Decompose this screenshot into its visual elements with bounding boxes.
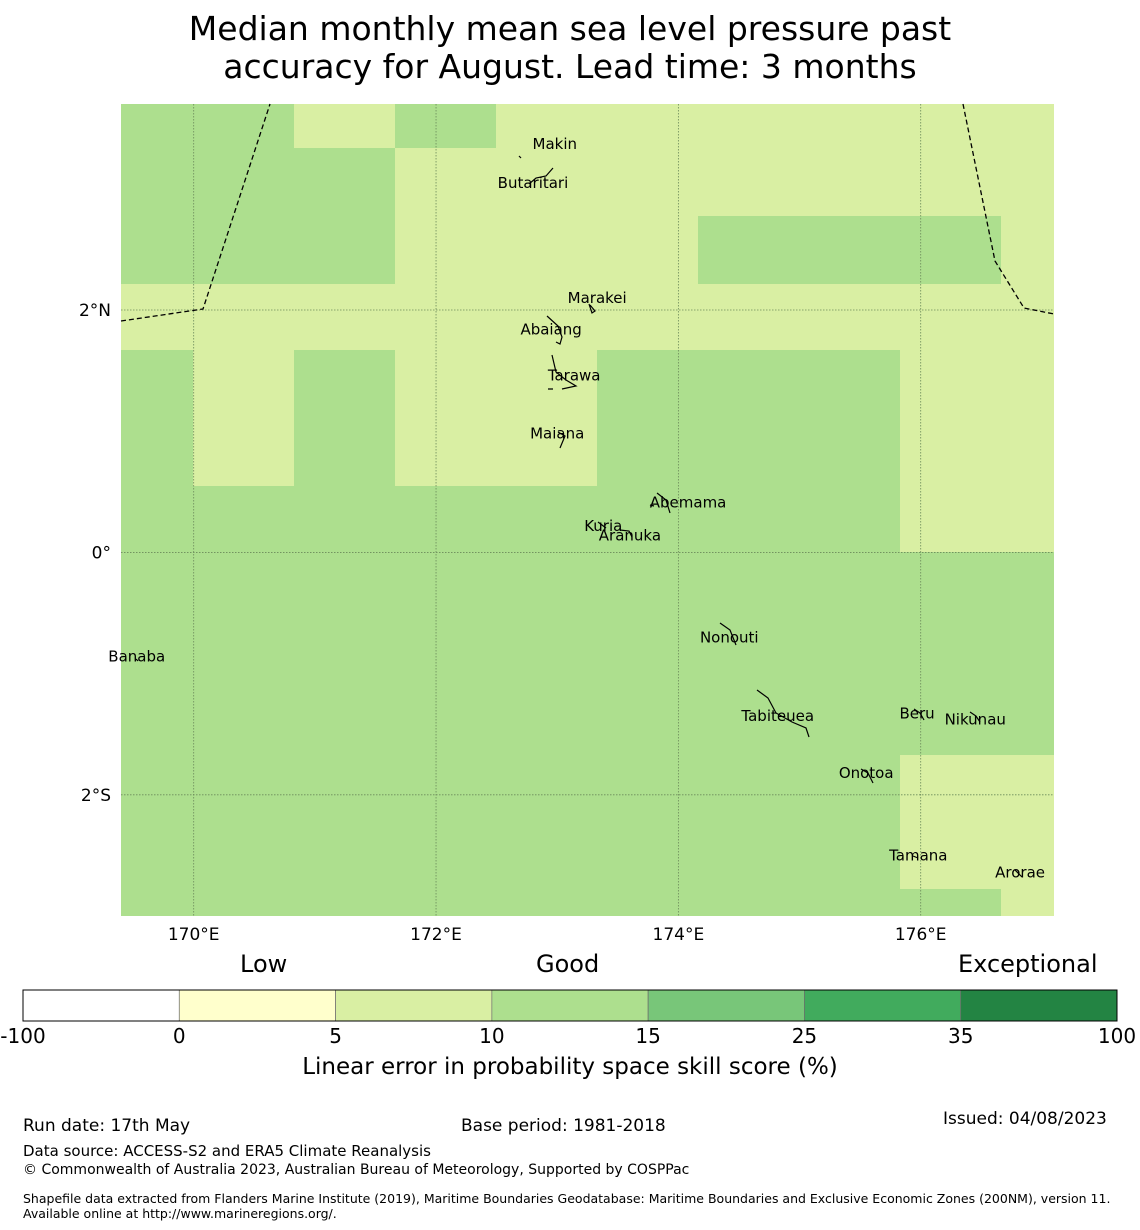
grid-cell: [395, 148, 698, 284]
category-exceptional: Exceptional: [958, 950, 1098, 978]
island-outline: [135, 658, 139, 662]
issued-date: Issued: 04/08/2023: [943, 1109, 1107, 1129]
skill-grid: [121, 104, 1054, 916]
island-label: Kuria: [584, 517, 622, 535]
island-label: Tarawa: [547, 366, 601, 384]
chart-title: Median monthly mean sea level pressure p…: [0, 10, 1140, 86]
colorbar-tick-label: 15: [635, 1024, 661, 1048]
island-label: Makin: [533, 135, 578, 153]
graticule: [121, 104, 1054, 916]
island-label: Tamana: [888, 846, 947, 864]
island-label: Maiana: [530, 425, 584, 443]
x-tick-label: 172°E: [410, 925, 462, 945]
island-outline: [969, 711, 981, 723]
island-outline: [649, 492, 671, 514]
colorbar-bin: [804, 989, 962, 1022]
island-outline: [546, 315, 563, 345]
island-outline: [1014, 869, 1023, 878]
island-outlines: [135, 155, 1023, 878]
colorbar-tick-label: 35: [947, 1024, 974, 1048]
eez-boundary-east: [962, 103, 1055, 315]
data-source: Data source: ACCESS-S2 and ERA5 Climate …: [23, 1142, 431, 1160]
grid-cell: [121, 284, 900, 350]
island-outline: [912, 855, 919, 859]
shapefile-credit: Shapefile data extracted from Flanders M…: [23, 1191, 1111, 1221]
island-label: Butaritari: [498, 174, 569, 192]
island-label: Tabiteuea: [740, 707, 814, 725]
copyright: © Commonwealth of Australia 2023, Austra…: [23, 1162, 690, 1178]
grid-cell: [193, 350, 294, 486]
y-tick-label: 2°S: [81, 786, 111, 806]
eez-boundaries: [120, 103, 1055, 322]
grid-cell: [395, 350, 597, 486]
island-label: Onotoa: [839, 764, 894, 782]
colorbar: [22, 989, 1118, 1022]
island-label: Aranuka: [599, 526, 661, 544]
colorbar-tick-label: 25: [791, 1024, 818, 1048]
colorbar-tick-label: 10: [479, 1024, 505, 1048]
island-label: Abaiang: [520, 320, 581, 338]
island-label: Arorae: [995, 863, 1045, 881]
island-outline: [588, 303, 596, 314]
axis-ticks: 170°E 172°E 174°E 176°E 2°N 0° 2°S: [79, 301, 947, 945]
island-outline: [619, 529, 633, 538]
island-outline: [719, 622, 737, 646]
title-line-2: accuracy for August. Lead time: 3 months: [223, 47, 917, 86]
island-labels: Makin Butaritari Marakei Abaiang Tarawa Maian…: [108, 135, 1045, 881]
colorbar-bin: [960, 989, 1118, 1022]
y-tick-label: 0°: [92, 543, 111, 563]
island-label: Nikunau: [945, 711, 1006, 729]
colorbar-frame: [22, 989, 1118, 1022]
colorbar-tick-label: 5: [329, 1024, 342, 1048]
run-date: Run date: 17th May: [23, 1116, 191, 1136]
colorbar-bin: [22, 989, 180, 1022]
eez-boundary-west: [120, 103, 271, 322]
category-good: Good: [536, 950, 600, 978]
island-label: Beru: [899, 705, 934, 723]
title-line-1: Median monthly mean sea level pressure p…: [188, 9, 952, 48]
colorbar-tick-label: 0: [172, 1024, 186, 1048]
island-label: Marakei: [568, 289, 627, 307]
island-outline: [518, 155, 522, 159]
colorbar-bin: [335, 989, 493, 1022]
colorbar-tick-label: -100: [0, 1024, 46, 1048]
x-tick-label: 176°E: [895, 925, 947, 945]
grid-cell: [900, 755, 1054, 889]
grid-cell: [1001, 216, 1054, 284]
island-outline: [913, 708, 925, 721]
island-outline: [557, 431, 566, 449]
colorbar-bin: [491, 989, 649, 1022]
island-label: Banaba: [108, 648, 165, 666]
y-tick-label: 2°N: [79, 301, 111, 321]
island-outline: [548, 354, 578, 390]
x-tick-label: 174°E: [653, 925, 705, 945]
x-tick-label: 170°E: [168, 925, 220, 945]
colorbar-label: Linear error in probability space skill …: [302, 1054, 838, 1080]
grid-cell: [294, 104, 395, 148]
base-period: Base period: 1981-2018: [461, 1116, 666, 1136]
map-canvas: Makin Butaritari Marakei Abaiang Tarawa Maian…: [79, 103, 1055, 945]
category-low: Low: [240, 950, 288, 978]
colorbar-bin: [178, 989, 336, 1022]
island-outline: [756, 689, 810, 738]
colorbar-tick-label: 100: [1097, 1024, 1137, 1048]
island-outline: [860, 768, 874, 784]
island-outline: [597, 521, 607, 529]
colorbar-bin: [647, 989, 805, 1022]
island-outline: [528, 167, 554, 185]
grid-cell: [1001, 889, 1054, 916]
island-label: Abemama: [650, 494, 727, 512]
island-label: Nonouti: [700, 628, 759, 646]
grid-cell: [900, 284, 1054, 552]
